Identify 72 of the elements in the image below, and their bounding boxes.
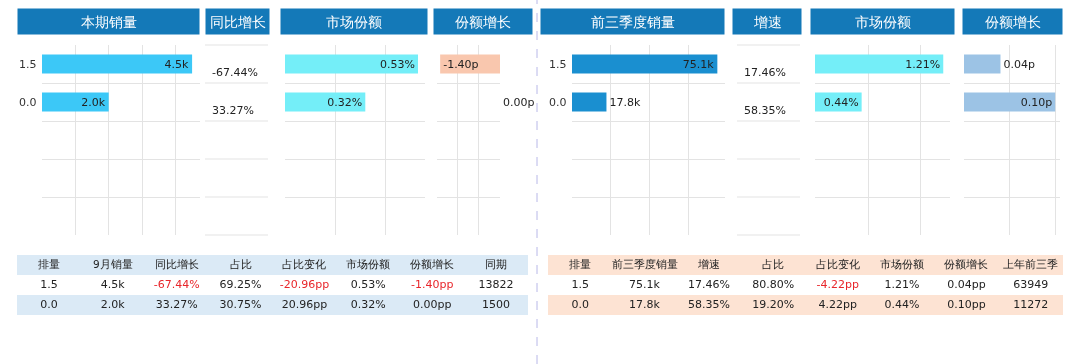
data-label: 19.20% [752,297,795,311]
data-label: 0.44% [823,95,859,109]
data-label: 17.8k [629,297,661,311]
category-label: 占比变化 [282,257,327,270]
chart-title: 市场份额 [854,13,911,30]
data-label: 11272 [1013,297,1049,311]
data-label: 1.5 [571,277,589,291]
data-label: 17.46% [687,277,730,291]
category-label: 前三季度销量 [611,257,678,270]
data-label: 1.21% [884,277,920,291]
data-label: -1.40p [443,57,479,71]
chart-title: 份额增长 [984,13,1041,30]
category-label: 占比 [229,257,252,270]
chart-title: 份额增长 [455,13,511,30]
data-label: 69.25% [219,277,262,291]
data-label: 30.75% [219,297,262,311]
text: 17.46% [744,66,786,79]
data-label: 4.5k [164,57,190,71]
data-label: 58.35% [687,297,730,311]
data-label: 63949 [1013,277,1049,291]
data-label: 0.53% [350,277,386,291]
data-label: 0.53% [380,57,415,71]
data-label: 80.80% [752,277,795,291]
data-label: 1.5 [40,277,58,291]
text: 33.27% [212,104,254,117]
data-label: 0.10p [1020,95,1053,109]
chart-title: 前三季度销量 [590,13,675,30]
data-label: 0.00pp [412,297,452,311]
category-label: 占比 [762,257,785,270]
category-label: 份额增长 [944,257,989,270]
data-label: -1.40pp [410,277,454,291]
data-label: 0.32% [350,297,386,311]
data-label: -20.96pp [279,277,330,291]
data-label: 0.32% [327,95,363,109]
text: 同比增长 [209,13,266,30]
text: 增速 [752,13,782,30]
category-label: 份额增长 [410,257,455,270]
category-label: 9月销量 [92,257,133,270]
category-label: 排量 [569,257,592,270]
category-label: 上年前三季 [1003,257,1059,270]
category-label: 占比变化 [815,257,860,270]
data-label: 2.0k [81,95,106,109]
chart-title: 市场份额 [326,13,382,30]
data-label: 1.21% [905,57,941,71]
data-label: 17.8k [609,95,641,109]
data-label: 0.00p [503,95,535,109]
category-label: 市场份额 [346,257,391,270]
data-label: 4.22pp [818,297,857,311]
category-label: 增速 [696,257,720,270]
data-label: 33.27% [155,297,198,311]
data-label: 0.10pp [947,297,986,311]
data-label: 75.1k [682,57,715,71]
category-label: 同比增长 [154,257,199,270]
category-label: 同期 [485,257,508,270]
data-label: 0.44% [884,297,920,311]
data-label: 75.1k [629,277,661,291]
data-label: 4.5k [100,277,126,291]
data-label: 0.0 [571,297,589,311]
category-label: 市场份额 [880,257,925,270]
text: 58.35% [744,104,786,117]
data-label: 13822 [478,277,514,291]
data-label: -4.22pp [816,277,859,291]
data-label: 0.04pp [947,277,986,291]
data-label: 20.96pp [281,297,328,311]
category-label: 排量 [37,257,60,270]
data-label: 2.0k [100,297,126,311]
text: -67.44% [212,66,258,79]
chart-title: 本期销量 [80,13,137,30]
data-label: 0.0 [40,297,58,311]
data-label: -67.44% [153,277,200,291]
data-label: 0.04p [1003,57,1035,71]
data-label: 1500 [482,297,511,311]
